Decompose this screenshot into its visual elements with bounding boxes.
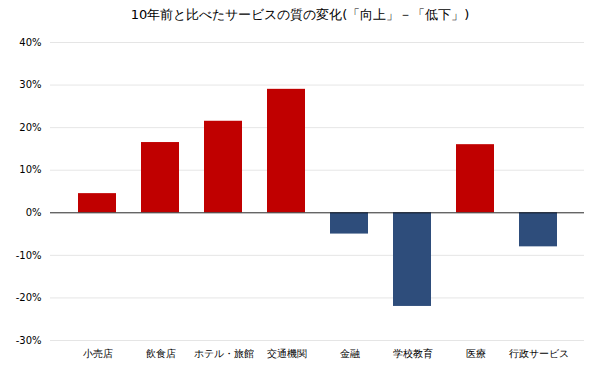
svg-text:0%: 0%: [26, 207, 42, 218]
svg-text:10%: 10%: [19, 164, 41, 175]
svg-text:30%: 30%: [19, 79, 41, 90]
svg-text:20%: 20%: [19, 122, 41, 133]
svg-text:交通機関: 交通機関: [267, 348, 307, 359]
svg-text:金融: 金融: [340, 348, 360, 359]
svg-text:-10%: -10%: [16, 250, 42, 261]
svg-text:-30%: -30%: [16, 335, 42, 346]
svg-text:医療: 医療: [466, 348, 486, 359]
svg-text:小売店: 小売店: [83, 348, 113, 359]
svg-text:行政サービス: 行政サービス: [509, 348, 569, 359]
svg-text:学校教育: 学校教育: [393, 348, 433, 359]
html-text:10年前と比べたサービスの質の変化(「向上」－「低下」): 10年前と比べたサービスの質の変化(「向上」－「低下」): [130, 7, 470, 22]
svg-text:飲食店: 飲食店: [146, 348, 176, 359]
svg-text:-20%: -20%: [16, 292, 42, 303]
svg-text:40%: 40%: [19, 37, 41, 48]
svg-text:ホテル・旅館: ホテル・旅館: [194, 348, 254, 359]
